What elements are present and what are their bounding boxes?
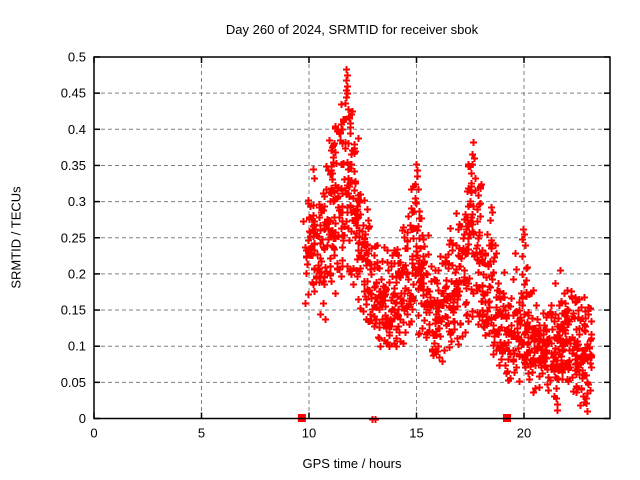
y-tick-label: 0.4 [68,122,86,137]
y-tick-label: 0.3 [68,194,86,209]
y-tick-label: 0.05 [61,375,86,390]
y-tick-label: 0.5 [68,50,86,65]
x-tick-label: 5 [198,426,205,441]
y-tick-label: 0.2 [68,266,86,281]
y-tick-label: 0 [79,411,86,426]
y-tick-label: 0.25 [61,230,86,245]
y-tick-label: 0.45 [61,86,86,101]
x-tick-label: 0 [90,426,97,441]
y-tick-label: 0.15 [61,303,86,318]
y-tick-label: 0.1 [68,339,86,354]
data-points-layer [300,66,595,423]
x-tick-label: 20 [517,426,531,441]
y-tick-label: 0.35 [61,158,86,173]
chart-title: Day 260 of 2024, SRMTID for receiver sbo… [225,22,479,37]
x-axis-label: GPS time / hours [302,456,402,471]
x-tick-label: 15 [409,426,423,441]
x-tick-label: 10 [302,426,316,441]
